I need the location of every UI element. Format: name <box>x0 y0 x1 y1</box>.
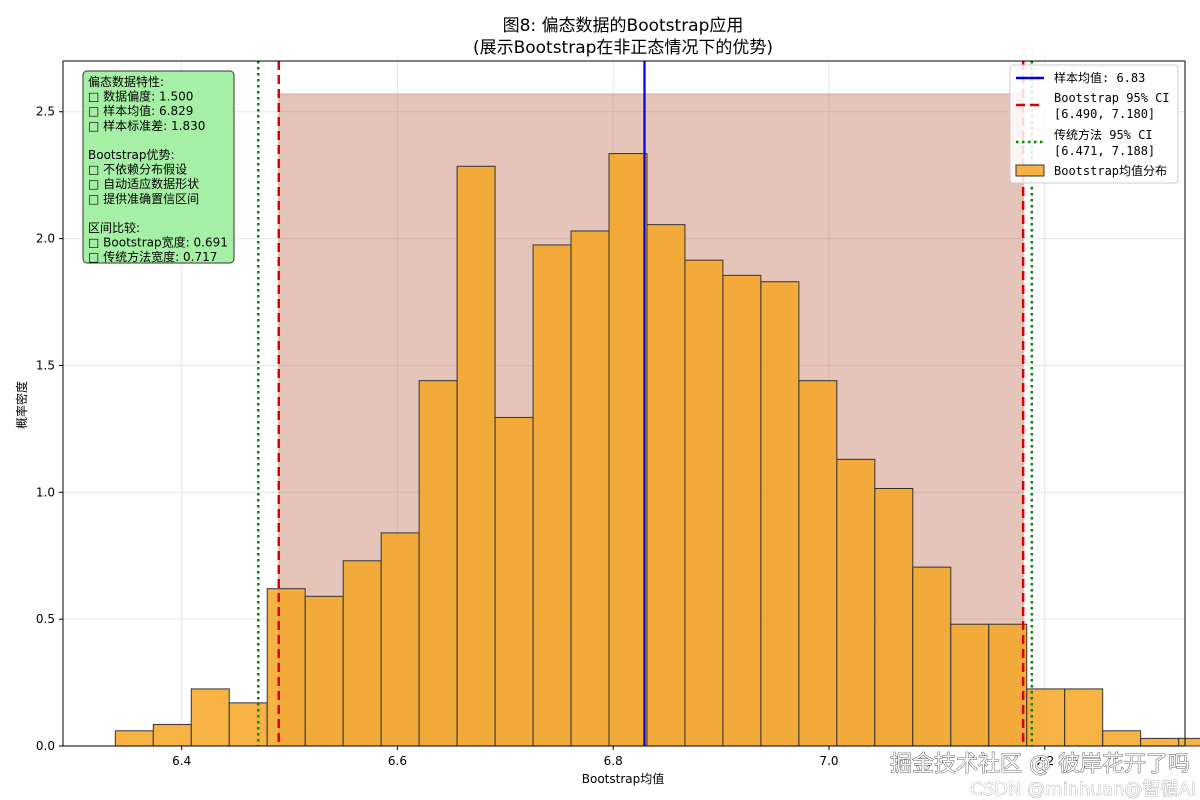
legend-bootstrap-ci-label: Bootstrap 95% CI <box>1054 91 1170 105</box>
watermark-juejin: 掘金技术社区 @ 彼岸花开了吗 <box>890 752 1190 777</box>
x-tick-label-1: 6.6 <box>388 754 407 768</box>
chart-title: 图8: 偏态数据的Bootstrap应用 <box>503 16 744 36</box>
axes-frame <box>62 60 1186 747</box>
info-line-10: 区间比较: <box>88 220 140 235</box>
x-tick-label-3: 7.0 <box>819 754 838 768</box>
plot-frame <box>62 60 1186 747</box>
x-tick-label-4: 7.2 <box>1035 754 1054 768</box>
info-line-11: □ Bootstrap宽度: 0.691 <box>88 235 228 250</box>
histogram-bar-1 <box>152 723 192 747</box>
histogram-bar-20 <box>874 487 914 747</box>
histogram-bar-23 <box>988 623 1028 747</box>
y-tick-label-2: 1.0 <box>36 485 55 499</box>
y-tick-label-1: 0.5 <box>36 612 55 626</box>
histogram-bar-3 <box>228 702 268 747</box>
histogram-bar-4 <box>266 588 306 747</box>
y-axis-label: 概率密度 <box>14 381 29 429</box>
legend-hist-label: Bootstrap均值分布 <box>1054 163 1167 178</box>
info-line-12: □ 传统方法宽度: 0.717 <box>88 249 217 264</box>
histogram-bar-16 <box>722 274 762 747</box>
histogram-bar-17 <box>760 281 800 747</box>
info-line-3: □ 样本标准差: 1.830 <box>88 118 205 133</box>
y-tick-label-5: 2.5 <box>36 105 55 119</box>
histogram-bar-22 <box>950 623 990 747</box>
legend-traditional-ci-label: 传统方法 95% CI <box>1054 127 1153 142</box>
histogram-bar-2 <box>190 688 230 747</box>
histogram-bar-18 <box>798 380 838 747</box>
histogram-bar-0 <box>114 730 154 747</box>
x-axis-label: Bootstrap均值 <box>582 771 664 786</box>
histogram-bar-9 <box>456 165 496 747</box>
info-box-lines: 偏态数据特性:□ 数据偏度: 1.500□ 样本均值: 6.829□ 样本标准差… <box>88 74 228 264</box>
histogram-bar-11 <box>532 244 572 747</box>
histogram-bar-28 <box>1178 737 1200 747</box>
info-line-5: Bootstrap优势: <box>88 148 175 162</box>
info-line-2: □ 样本均值: 6.829 <box>88 103 193 118</box>
x-tick-label-0: 6.4 <box>172 754 191 768</box>
info-line-0: 偏态数据特性: <box>88 74 164 89</box>
legend-traditional-ci-range: [6.471, 7.188] <box>1054 144 1155 158</box>
histogram-bar-14 <box>646 224 686 747</box>
histogram-bar-8 <box>418 380 458 747</box>
info-box: 偏态数据特性:□ 数据偏度: 1.500□ 样本均值: 6.829□ 样本标准差… <box>82 70 235 264</box>
histogram-bar-27 <box>1140 737 1180 747</box>
info-line-7: □ 自动适应数据形状 <box>88 176 199 191</box>
legend-frame <box>1009 64 1179 184</box>
legend-bootstrap-ci-range: [6.490, 7.180] <box>1054 107 1155 121</box>
chart-subtitle: (展示Bootstrap在非正态情况下的优势) <box>473 38 773 58</box>
histogram-bar-26 <box>1102 730 1142 747</box>
legend-hist-swatch <box>1015 164 1045 177</box>
watermark-csdn: CSDN @minhuan@智循AI <box>970 779 1196 800</box>
info-line-1: □ 数据偏度: 1.500 <box>88 89 193 104</box>
info-line-6: □ 不依赖分布假设 <box>88 162 187 177</box>
info-box-background <box>82 70 235 264</box>
histogram-bar-10 <box>494 416 534 747</box>
legend-mean-label: 样本均值: 6.83 <box>1054 70 1145 85</box>
histogram-bar-19 <box>836 458 876 747</box>
histogram-bar-24 <box>1026 688 1066 747</box>
histogram-bar-12 <box>570 230 610 747</box>
histogram-bar-6 <box>342 560 382 747</box>
histogram-bars <box>114 153 1200 747</box>
histogram-bar-25 <box>1064 688 1104 747</box>
histogram-bar-13 <box>608 153 648 747</box>
y-tick-label-4: 2.0 <box>36 232 55 246</box>
ticks: 6.4 6.6 6.8 7.0 7.2 0.0 0.5 1.0 1.5 2.0 2.5 <box>36 105 1054 768</box>
y-tick-label-0: 0.0 <box>36 739 55 753</box>
histogram-bar-15 <box>684 259 724 747</box>
info-line-8: □ 提供准确置信区间 <box>88 191 199 206</box>
x-tick-label-2: 6.8 <box>604 754 623 768</box>
histogram-bar-5 <box>304 595 344 747</box>
histogram-bar-21 <box>912 566 952 747</box>
y-tick-label-3: 1.5 <box>36 358 55 372</box>
histogram-bar-7 <box>380 532 420 747</box>
legend: 样本均值: 6.83 Bootstrap 95% CI [6.490, 7.18… <box>1009 64 1179 184</box>
